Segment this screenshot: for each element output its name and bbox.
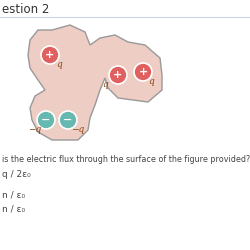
Text: −: − (41, 115, 51, 125)
Text: −q: −q (28, 125, 41, 134)
Text: +: + (138, 67, 147, 77)
Text: is the electric flux through the surface of the figure provided?: is the electric flux through the surface… (2, 155, 250, 164)
Text: q: q (56, 60, 62, 69)
Text: +: + (114, 70, 122, 80)
Circle shape (134, 63, 152, 81)
Circle shape (109, 66, 127, 84)
Text: −q: −q (71, 125, 84, 134)
Circle shape (59, 111, 77, 129)
Text: q / 2ε₀: q / 2ε₀ (2, 170, 31, 179)
Text: n / ε₀: n / ε₀ (2, 190, 25, 199)
Circle shape (41, 46, 59, 64)
Text: −: − (63, 115, 73, 125)
Text: estion 2: estion 2 (2, 3, 50, 16)
Polygon shape (28, 25, 162, 140)
Text: n / ε₀: n / ε₀ (2, 205, 25, 214)
Text: q: q (148, 77, 154, 86)
Text: +: + (46, 50, 54, 60)
Text: q: q (102, 80, 108, 89)
Circle shape (37, 111, 55, 129)
